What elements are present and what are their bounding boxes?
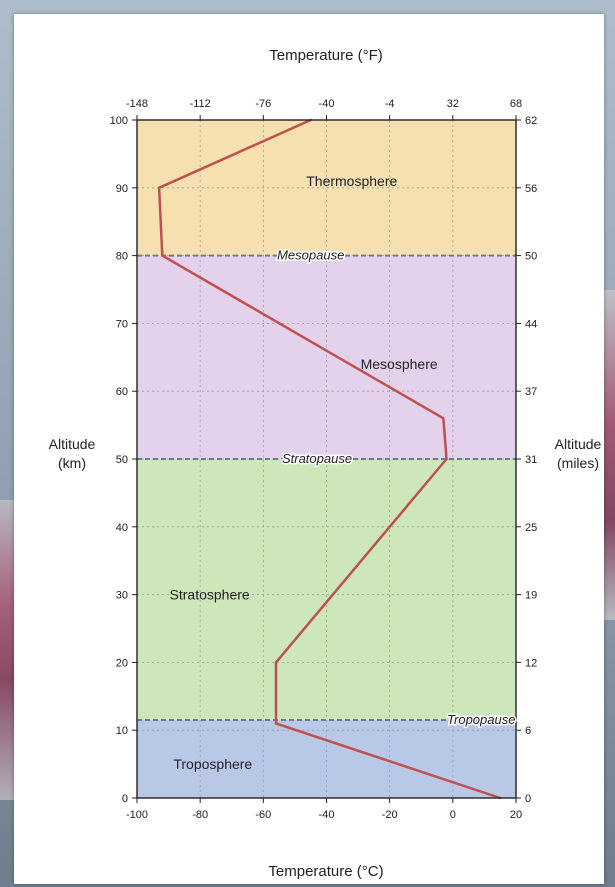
layer-label-troposphere: Troposphere <box>173 756 252 772</box>
series-point-6 <box>157 186 161 189</box>
text-labels: Tropopause Stratopause Mesopause -100 -80 -60… <box>110 98 538 821</box>
layer-label-thermosphere: Thermosphere <box>306 173 397 189</box>
bottom-tick-label: -60 <box>255 809 271 821</box>
bottom-tick-label: -80 <box>192 809 208 821</box>
bottom-tick-label: 20 <box>510 809 522 821</box>
top-tick-label: -76 <box>255 98 271 110</box>
axis-ticks <box>132 115 521 803</box>
left-tick-label: 20 <box>116 657 128 669</box>
top-axis-title: Temperature (°F) <box>269 47 383 64</box>
bottom-tick-label: 0 <box>450 809 456 821</box>
right-tick-label: 56 <box>525 183 537 195</box>
left-axis-unit: (km) <box>58 455 86 471</box>
boundary-label-stratopause: Stratopause <box>282 451 352 466</box>
left-tick-label: 60 <box>116 386 128 398</box>
series-point-1 <box>274 722 278 725</box>
layer-label-mesosphere: Mesosphere <box>361 356 438 372</box>
right-tick-label: 37 <box>525 386 537 398</box>
bottom-tick-label: -100 <box>126 809 148 821</box>
series-line-0 <box>157 118 501 800</box>
right-axis-unit: (miles) <box>557 455 599 471</box>
left-tick-label: 10 <box>116 725 128 737</box>
left-tick-label: 30 <box>116 590 128 602</box>
boundary-label-tropopause: Tropopause <box>447 712 515 727</box>
boundary-label-mesopause: Mesopause <box>277 248 344 263</box>
left-tick-label: 50 <box>116 454 128 466</box>
right-tick-label: 0 <box>525 793 531 805</box>
boundary-lines <box>137 254 516 722</box>
left-tick-label: 70 <box>116 318 128 330</box>
left-tick-label: 90 <box>116 183 128 195</box>
right-axis-title: Altitude <box>555 436 602 452</box>
bottom-tick-label: -40 <box>319 809 335 821</box>
right-tick-label: 50 <box>525 251 537 263</box>
top-tick-label: -112 <box>190 98 211 110</box>
layer-label-stratosphere: Stratosphere <box>170 587 250 603</box>
series-point-3 <box>445 457 448 461</box>
right-tick-label: 6 <box>525 725 531 737</box>
right-tick-label: 25 <box>525 522 537 534</box>
top-tick-label: -40 <box>319 98 335 110</box>
left-tick-label: 80 <box>116 251 128 263</box>
bottom-axis-title: Temperature (°C) <box>268 863 383 880</box>
right-tick-label: 62 <box>525 115 537 127</box>
left-tick-label: 0 <box>122 793 128 805</box>
left-axis-title: Altitude <box>49 436 96 452</box>
right-tick-label: 31 <box>525 454 537 466</box>
series-point-5 <box>161 254 164 257</box>
series-point-4 <box>442 417 445 420</box>
right-tick-label: 44 <box>525 318 537 330</box>
left-tick-label: 100 <box>110 115 128 127</box>
top-tick-label: -4 <box>385 98 395 110</box>
left-tick-label: 40 <box>116 522 128 534</box>
right-tick-label: 19 <box>525 590 537 602</box>
top-tick-label: 32 <box>447 98 459 110</box>
bottom-tick-label: -20 <box>382 809 398 821</box>
top-tick-label: -148 <box>126 98 148 110</box>
right-tick-label: 12 <box>525 657 537 669</box>
series-point-2 <box>274 661 278 664</box>
top-tick-label: 68 <box>510 98 522 110</box>
